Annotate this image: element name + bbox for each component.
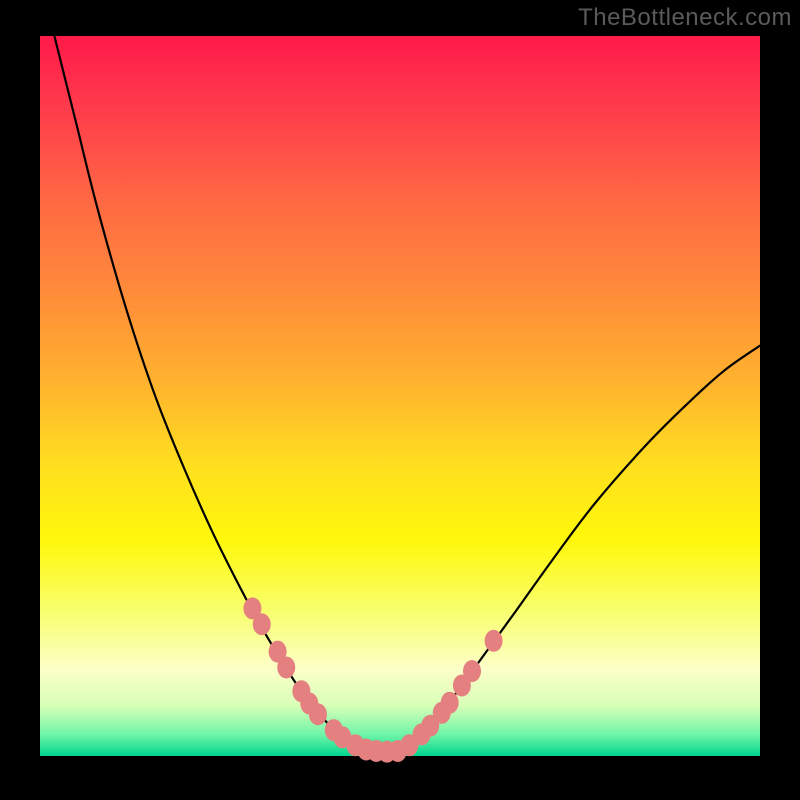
chart-stage: TheBottleneck.com xyxy=(0,0,800,800)
curve-marker xyxy=(253,613,271,635)
curve-marker xyxy=(441,692,459,714)
curve-marker xyxy=(309,703,327,725)
plot-background xyxy=(40,36,760,756)
curve-marker xyxy=(277,656,295,678)
watermark-text: TheBottleneck.com xyxy=(578,4,792,32)
curve-marker xyxy=(485,630,503,652)
bottleneck-chart xyxy=(0,0,800,800)
curve-marker xyxy=(463,660,481,682)
